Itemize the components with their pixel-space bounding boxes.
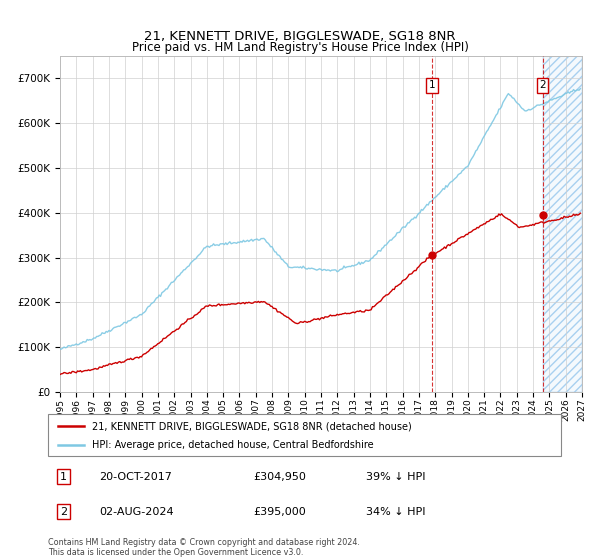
Text: 1: 1 <box>428 80 435 90</box>
Text: £304,950: £304,950 <box>253 472 306 482</box>
Text: Contains HM Land Registry data © Crown copyright and database right 2024.
This d: Contains HM Land Registry data © Crown c… <box>48 538 360 557</box>
Text: 2: 2 <box>539 80 546 90</box>
Text: 34% ↓ HPI: 34% ↓ HPI <box>366 507 425 517</box>
Bar <box>543 56 582 392</box>
Text: £395,000: £395,000 <box>253 507 306 517</box>
Bar <box>543 56 582 392</box>
Text: 2: 2 <box>60 507 67 517</box>
Text: HPI: Average price, detached house, Central Bedfordshire: HPI: Average price, detached house, Cent… <box>92 440 373 450</box>
Point <box>538 211 547 220</box>
FancyBboxPatch shape <box>48 414 561 456</box>
Text: 21, KENNETT DRIVE, BIGGLESWADE, SG18 8NR (detached house): 21, KENNETT DRIVE, BIGGLESWADE, SG18 8NR… <box>92 421 412 431</box>
Text: 39% ↓ HPI: 39% ↓ HPI <box>366 472 425 482</box>
Text: 21, KENNETT DRIVE, BIGGLESWADE, SG18 8NR: 21, KENNETT DRIVE, BIGGLESWADE, SG18 8NR <box>144 30 456 43</box>
Text: 02-AUG-2024: 02-AUG-2024 <box>100 507 174 517</box>
Text: Price paid vs. HM Land Registry's House Price Index (HPI): Price paid vs. HM Land Registry's House … <box>131 41 469 54</box>
Text: 1: 1 <box>60 472 67 482</box>
Text: 20-OCT-2017: 20-OCT-2017 <box>100 472 172 482</box>
Point <box>427 251 437 260</box>
